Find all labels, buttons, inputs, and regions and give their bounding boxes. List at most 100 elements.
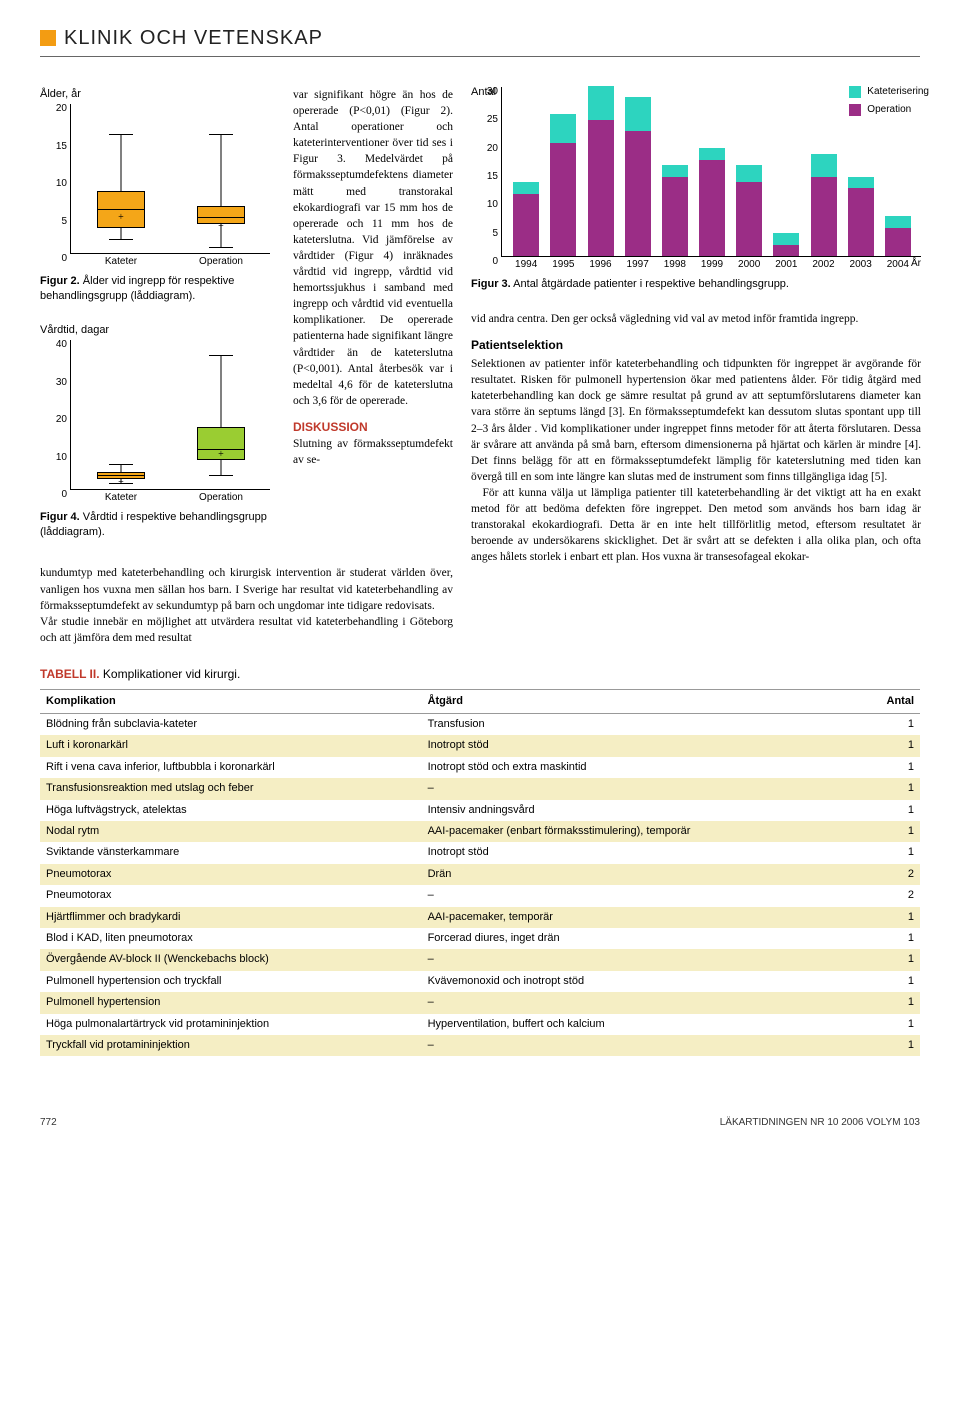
table-cell: 1 <box>857 928 920 949</box>
table-row: Höga luftvägstryck, atelektasIntensiv an… <box>40 800 920 821</box>
legend-swatch-op <box>849 104 861 116</box>
table-cell: 1 <box>857 1014 920 1035</box>
below-text: kundumtyp med kateterbehandling och kiru… <box>40 565 453 645</box>
table-cell: Intensiv andningsvård <box>422 800 858 821</box>
table-cell: Pneumotorax <box>40 864 422 885</box>
table-row: PneumotoraxDrän2 <box>40 864 920 885</box>
table-wrap: TABELL II. Komplikationer vid kirurgi. K… <box>40 666 920 1056</box>
table-header-cell: Åtgärd <box>422 689 858 713</box>
section-square-icon <box>40 30 56 46</box>
table-cell: AAI-pacemaker, temporär <box>422 907 858 928</box>
table-cell: 2 <box>857 885 920 906</box>
mid-paragraph: var signifikant högre än hos de opererad… <box>293 87 453 409</box>
table-body: Blödning från subclavia-kateterTransfusi… <box>40 714 920 1057</box>
table-row: Sviktande vänsterkammareInotropt stöd1 <box>40 842 920 863</box>
legend-op: Operation <box>849 103 929 117</box>
page-footer: 772 LÄKARTIDNINGEN NR 10 2006 VOLYM 103 <box>40 1116 920 1130</box>
table-cell: Drän <box>422 864 858 885</box>
table-cell: 1 <box>857 907 920 928</box>
table-cell: Nodal rytm <box>40 821 422 842</box>
table-cell: 1 <box>857 778 920 799</box>
table-cell: 1 <box>857 992 920 1013</box>
table-cell: Blödning från subclavia-kateter <box>40 714 422 736</box>
table-cell: 1 <box>857 714 920 736</box>
discussion-heading: DISKUSSION <box>293 419 453 436</box>
table-cell: Luft i koronarkärl <box>40 735 422 756</box>
table-cell: Pneumotorax <box>40 885 422 906</box>
left-column: Ålder, år 05101520Kateter+Operation+ Fig… <box>40 87 275 565</box>
right-p3: För att kunna välja ut lämpliga patiente… <box>471 485 921 565</box>
table-cell: – <box>422 949 858 970</box>
table-cell: – <box>422 885 858 906</box>
table-cell: Forcerad diures, inget drän <box>422 928 858 949</box>
table-row: Blod i KAD, liten pneumotoraxForcerad di… <box>40 928 920 949</box>
complications-table: KomplikationÅtgärdAntal Blödning från su… <box>40 689 920 1057</box>
legend-kat: Kateterisering <box>849 85 929 99</box>
fig3-caption: Figur 3. Antal åtgärdade patienter i res… <box>471 277 921 291</box>
table-cell: Rift i vena cava inferior, luftbubbla i … <box>40 757 422 778</box>
table-row: Luft i koronarkärlInotropt stöd1 <box>40 735 920 756</box>
table-cell: 1 <box>857 1035 920 1056</box>
fig3-legend: Kateterisering Operation <box>849 85 929 121</box>
table-header-cell: Antal <box>857 689 920 713</box>
table-cell: AAI-pacemaker (enbart förmaksstimulering… <box>422 821 858 842</box>
table-cell: 1 <box>857 971 920 992</box>
table-title-rest: Komplikationer vid kirurgi. <box>100 667 241 681</box>
legend-swatch-kat <box>849 86 861 98</box>
table-row: Tryckfall vid protamininjektion–1 <box>40 1035 920 1056</box>
table-title-bold: TABELL II. <box>40 667 100 681</box>
fig4-boxplot: 010203040Kateter+Operation+ <box>70 340 270 490</box>
table-cell: – <box>422 778 858 799</box>
table-cell: Kvävemonoxid och inotropt stöd <box>422 971 858 992</box>
footer-journal-info: LÄKARTIDNINGEN NR 10 2006 VOLYM 103 <box>720 1116 920 1130</box>
table-row: Nodal rytmAAI-pacemaker (enbart förmakss… <box>40 821 920 842</box>
table-cell: 1 <box>857 757 920 778</box>
right-column: Antal Kateterisering Operation 051015202… <box>471 87 921 565</box>
section-title: KLINIK OCH VETENSKAP <box>64 24 323 52</box>
table-cell: Tryckfall vid protamininjektion <box>40 1035 422 1056</box>
table-cell: Hjärtflimmer och bradykardi <box>40 907 422 928</box>
footer-page-number: 772 <box>40 1116 57 1130</box>
legend-label-op: Operation <box>867 103 911 117</box>
table-cell: Inotropt stöd <box>422 842 858 863</box>
table-cell: 1 <box>857 821 920 842</box>
fig4-caption-bold: Figur 4. <box>40 511 80 523</box>
table-row: Rift i vena cava inferior, luftbubbla i … <box>40 757 920 778</box>
table-header-cell: Komplikation <box>40 689 422 713</box>
table-cell: Hyperventilation, buffert och kalcium <box>422 1014 858 1035</box>
table-cell: Höga pulmonalartärtryck vid protamininje… <box>40 1014 422 1035</box>
fig2-caption-bold: Figur 2. <box>40 275 80 287</box>
fig3-caption-bold: Figur 3. <box>471 278 511 290</box>
table-cell: Transfusionsreaktion med utslag och febe… <box>40 778 422 799</box>
table-row: Transfusionsreaktion med utslag och febe… <box>40 778 920 799</box>
fig4-caption: Figur 4. Vårdtid i respektive behandling… <box>40 510 275 539</box>
table-cell: Sviktande vänsterkammare <box>40 842 422 863</box>
legend-label-kat: Kateterisering <box>867 85 929 99</box>
table-cell: Inotropt stöd <box>422 735 858 756</box>
table-cell: Övergående AV-block II (Wenckebachs bloc… <box>40 949 422 970</box>
right-p2: Selektionen av patienter inför kateterbe… <box>471 356 921 485</box>
table-cell: Pulmonell hypertension och tryckfall <box>40 971 422 992</box>
table-cell: 1 <box>857 842 920 863</box>
table-title: TABELL II. Komplikationer vid kirurgi. <box>40 666 920 683</box>
below-text-content: kundumtyp med kateterbehandling och kiru… <box>40 567 453 643</box>
table-cell: Höga luftvägstryck, atelektas <box>40 800 422 821</box>
table-cell: 1 <box>857 735 920 756</box>
table-row: Blödning från subclavia-kateterTransfusi… <box>40 714 920 736</box>
fig2-boxplot: 05101520Kateter+Operation+ <box>70 104 270 254</box>
table-row: Pulmonell hypertension och tryckfallKväv… <box>40 971 920 992</box>
patientselektion-heading: Patientselektion <box>471 337 921 354</box>
right-p1: vid andra centra. Den ger också vägledni… <box>471 311 921 327</box>
table-cell: – <box>422 1035 858 1056</box>
fig2-caption: Figur 2. Ålder vid ingrepp för respektiv… <box>40 274 275 303</box>
table-cell: 1 <box>857 949 920 970</box>
table-row: Höga pulmonalartärtryck vid protamininje… <box>40 1014 920 1035</box>
fig4-axis-title: Vårdtid, dagar <box>40 323 275 338</box>
table-cell: Transfusion <box>422 714 858 736</box>
table-header-row: KomplikationÅtgärdAntal <box>40 689 920 713</box>
table-cell: – <box>422 992 858 1013</box>
fig2-axis-title: Ålder, år <box>40 87 275 102</box>
table-cell: 2 <box>857 864 920 885</box>
table-cell: Pulmonell hypertension <box>40 992 422 1013</box>
discussion-start: Slutning av förmaksseptumdefekt av se- <box>293 436 453 468</box>
